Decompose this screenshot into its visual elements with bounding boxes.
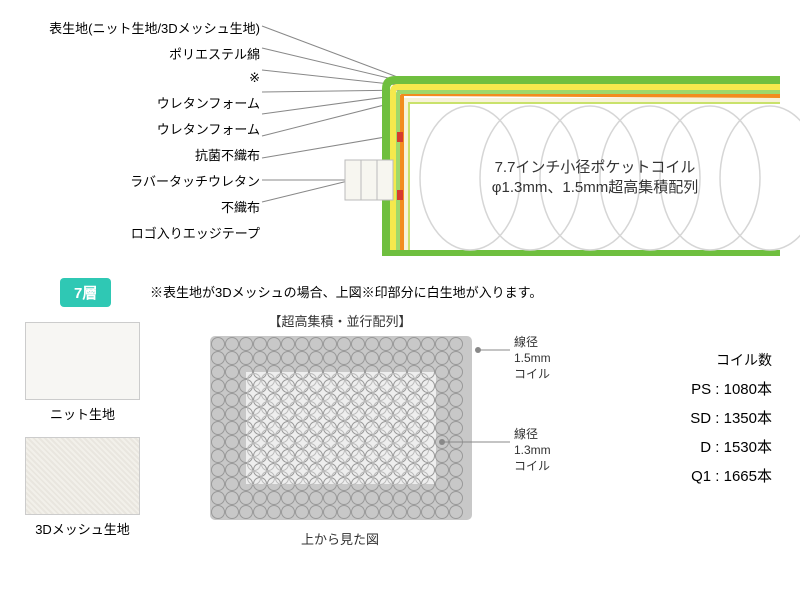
inner-l1: 線径	[514, 426, 538, 441]
coil-row: PS : 1080本	[612, 378, 772, 399]
swatches: ニット生地 3Dメッシュ生地	[25, 322, 140, 538]
asterisk-note: ※表生地が3Dメッシュの場合、上図※印部分に白生地が入ります。	[150, 282, 542, 301]
outer-l2: 1.5mm	[514, 351, 551, 365]
topview-title: 【超高集積・並行配列】	[268, 314, 411, 329]
coils	[420, 106, 800, 250]
top-view: 【超高集積・並行配列】 線径 1.5mm コイル 線径 1.3mm コイル 上か…	[180, 312, 590, 587]
coil-row: Q1 : 1665本	[612, 465, 772, 486]
layer-red	[397, 132, 403, 142]
edge-tape	[345, 160, 393, 200]
coil-row: D : 1530本	[612, 436, 772, 457]
outer-l1: 線径	[514, 334, 538, 349]
mesh-caption: 3Dメッシュ生地	[25, 519, 140, 538]
coil-row: SD : 1350本	[612, 407, 772, 428]
cross-text-1: 7.7インチ小径ポケットコイル	[495, 159, 696, 176]
inner-l2: 1.3mm	[514, 443, 551, 457]
cross-text-2: φ1.3mm、1.5mm超高集積配列	[492, 179, 698, 196]
layer-lime	[408, 102, 780, 252]
layer-count-badge: 7層	[60, 278, 111, 307]
outer-l3: コイル	[514, 367, 550, 381]
inner-l3: コイル	[514, 459, 550, 473]
knit-caption: ニット生地	[25, 404, 140, 423]
mesh-swatch	[25, 437, 140, 515]
layer-red	[397, 190, 403, 200]
knit-swatch	[25, 322, 140, 400]
cross-section: 7.7インチ小径ポケットコイル φ1.3mm、1.5mm超高集積配列	[0, 0, 800, 260]
topview-caption: 上から見た図	[301, 532, 379, 547]
coil-title: コイル数	[612, 350, 772, 370]
coil-counts: コイル数 PS : 1080本 SD : 1350本 D : 1530本 Q1 : 1…	[612, 350, 772, 486]
